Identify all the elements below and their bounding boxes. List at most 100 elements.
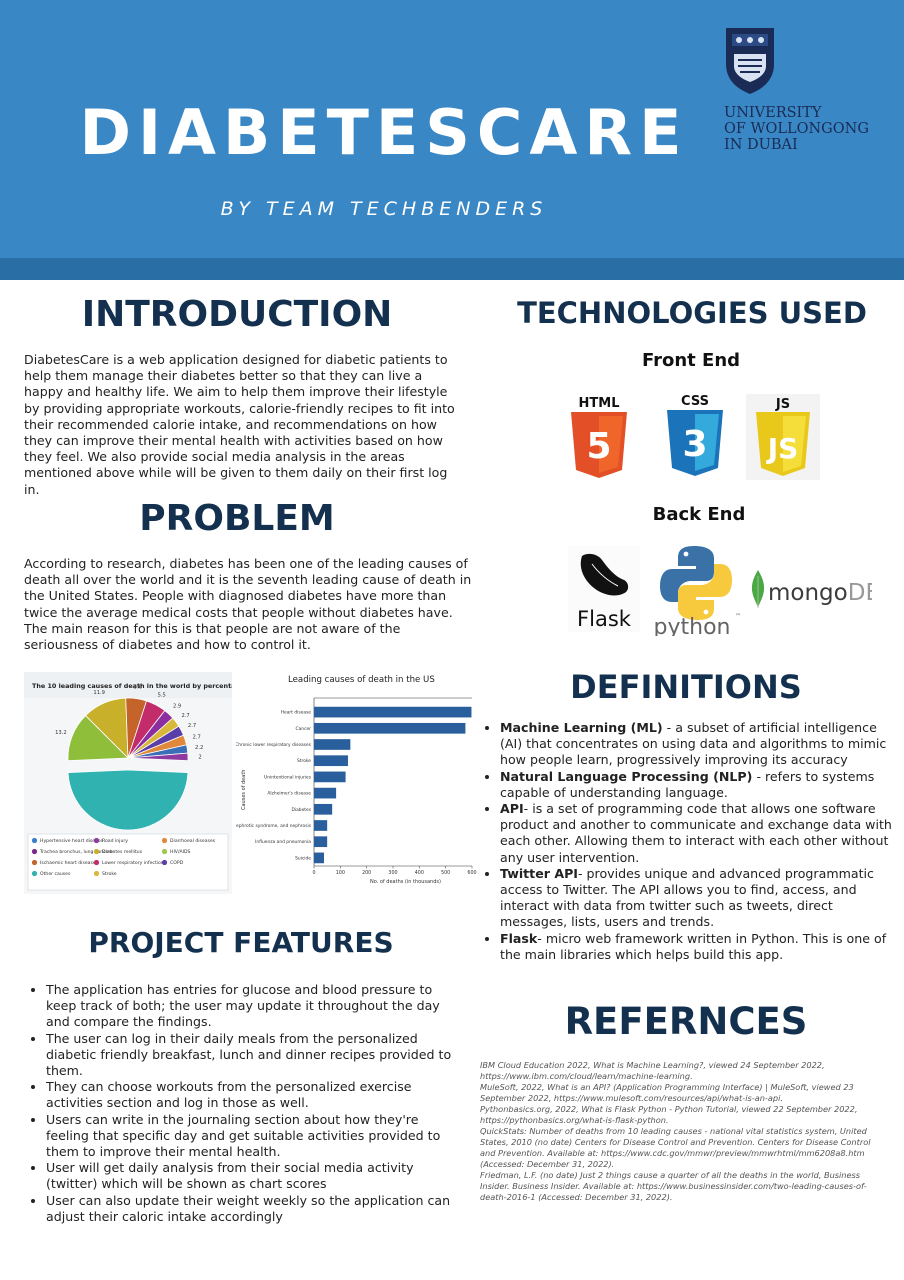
legend-label: Lower respiratory infections (102, 860, 167, 866)
introduction-text: DiabetesCare is a web application design… (24, 352, 455, 497)
bar-category-label: Diabetes (292, 807, 312, 813)
python-logo: python ™ (654, 546, 741, 636)
svg-text:python: python (654, 615, 731, 636)
technologies-heading: TECHNOLOGIES USED (517, 296, 867, 330)
bar (314, 803, 333, 815)
bar-category-label: Cancer (296, 726, 312, 732)
legend-swatch (31, 848, 38, 855)
legend-swatch (161, 848, 168, 855)
legend-label: Other causes (40, 871, 71, 877)
definitions-list: Machine Learning (ML) - a subset of arti… (478, 720, 894, 963)
pie-slice (127, 752, 189, 762)
bar-ylabel: Causes of death (241, 770, 247, 810)
svg-text:™: ™ (735, 613, 741, 620)
reference-item: Pythonbasics.org, 2022, What is Flask Py… (480, 1104, 858, 1125)
legend-label: COPD (170, 860, 184, 866)
legend-swatch (93, 848, 100, 855)
list-item: Users can write in the journaling sectio… (46, 1112, 464, 1161)
back-end-label: Back End (652, 504, 746, 525)
bar-category-label: Alzheimer's disease (267, 791, 311, 797)
pie-data-label: 2.9 (173, 703, 181, 709)
references-heading: REFERNCES (564, 1000, 808, 1043)
mongodb-logo: mongoDB (751, 570, 872, 608)
pie-data-label: 2.7 (188, 723, 196, 729)
bar-chart: Leading causes of death in the US Causes… (236, 675, 477, 885)
legend-swatch (93, 870, 100, 877)
list-item: The user can log in their daily meals fr… (46, 1031, 464, 1080)
front-end-label: Front End (641, 350, 741, 371)
list-item: Flask- micro web framework written in Py… (500, 931, 894, 963)
legend-swatch (161, 837, 168, 844)
definitions-heading: DEFINITIONS (570, 668, 802, 706)
reference-item: QuickStats: Number of deaths from 10 lea… (480, 1126, 871, 1169)
bar-x-tick-label: 500 (441, 870, 450, 876)
bar-xlabel: No. of deaths (in thousands) (370, 879, 441, 885)
pie-legend-box (27, 833, 229, 891)
legend-swatch (31, 859, 38, 866)
legend-swatch (31, 870, 38, 877)
bar-x-tick-label: 600 (467, 870, 476, 876)
list-item: API- is a set of programming code that a… (500, 801, 894, 866)
pie-data-label: 5.5 (158, 692, 166, 698)
legend-label: HIV/AIDS (170, 849, 191, 855)
bar (314, 820, 328, 831)
list-item: Machine Learning (ML) - a subset of arti… (500, 720, 894, 769)
pie-data-label: 2.2 (195, 745, 203, 751)
svg-text:CSS: CSS (681, 394, 709, 409)
legend-label: Hypertensive heart disease (40, 838, 103, 844)
university-line: UNIVERSITY (724, 105, 822, 121)
list-item: They can choose workouts from the person… (46, 1079, 464, 1111)
pie-data-label: 2.7 (193, 734, 201, 740)
svg-text:5: 5 (586, 426, 611, 467)
bar (314, 722, 466, 734)
bar-x-tick-label: 100 (336, 870, 345, 876)
university-crest-icon (726, 28, 774, 94)
bar (314, 836, 328, 848)
bar-x-tick-label: 200 (362, 870, 371, 876)
university-line: OF WOLLONGONG (724, 121, 869, 137)
bar-category-label: Influenza and pneumonia (255, 839, 311, 845)
legend-label: Road injury (102, 838, 128, 844)
javascript-icon: JS JS (746, 394, 820, 480)
bar-x-tick-label: 300 (388, 870, 397, 876)
list-item: The application has entries for glucose … (46, 982, 464, 1031)
svg-text:JS: JS (766, 432, 799, 465)
bar (314, 852, 325, 864)
bar-x-tick-label: 0 (312, 870, 315, 876)
bar-category-label: Stroke (297, 758, 311, 764)
problem-heading: PROBLEM (139, 498, 335, 539)
bar-category-label: Suicide (295, 855, 311, 861)
legend-swatch (93, 837, 100, 844)
legend-label: Stroke (102, 871, 117, 877)
bar-title: Leading causes of death in the US (288, 675, 435, 685)
legend-swatch (31, 837, 38, 844)
legend-label: Diabetes mellitus (102, 849, 143, 855)
header-band (0, 258, 904, 280)
reference-item: IBM Cloud Education 2022, What is Machin… (480, 1060, 825, 1081)
list-item: Natural Language Processing (NLP) - refe… (500, 769, 894, 801)
university-name: UNIVERSITY OF WOLLONGONG IN DUBAI (724, 105, 869, 153)
svg-text:JS: JS (775, 397, 790, 412)
svg-text:3: 3 (682, 424, 707, 465)
html5-icon: HTML 5 (571, 396, 627, 478)
bar-category-label: Unintentional injuries (264, 774, 312, 780)
bar-x-tick-label: 400 (415, 870, 424, 876)
legend-label: Ischaemic heart disease (40, 860, 96, 866)
poster-title: DIABETESCARE (79, 96, 689, 169)
pie-data-label: 2 (198, 755, 201, 761)
pie-data-label: 13.2 (55, 730, 67, 736)
pie-data-label: 5.6 (134, 685, 142, 691)
reference-item: MuleSoft, 2022, What is an API? (Applica… (480, 1082, 854, 1103)
svg-text:HTML: HTML (579, 396, 620, 411)
list-item: Twitter API- provides unique and advance… (500, 866, 894, 931)
pie-title: The 10 leading causes of death in the wo… (32, 682, 232, 690)
reference-item: Friedman, L.F. (no date) Just 2 things c… (480, 1170, 867, 1202)
bar (314, 706, 472, 718)
features-list: The application has entries for glucose … (24, 982, 464, 1225)
svg-text:Flask: Flask (577, 607, 632, 631)
bar (314, 787, 337, 799)
css3-icon: CSS 3 (667, 394, 723, 476)
problem-text: According to research, diabetes has been… (24, 556, 472, 653)
legend-label: Diarrhoeal diseases (170, 838, 216, 844)
bar-category-label: Heart disease (281, 710, 312, 716)
